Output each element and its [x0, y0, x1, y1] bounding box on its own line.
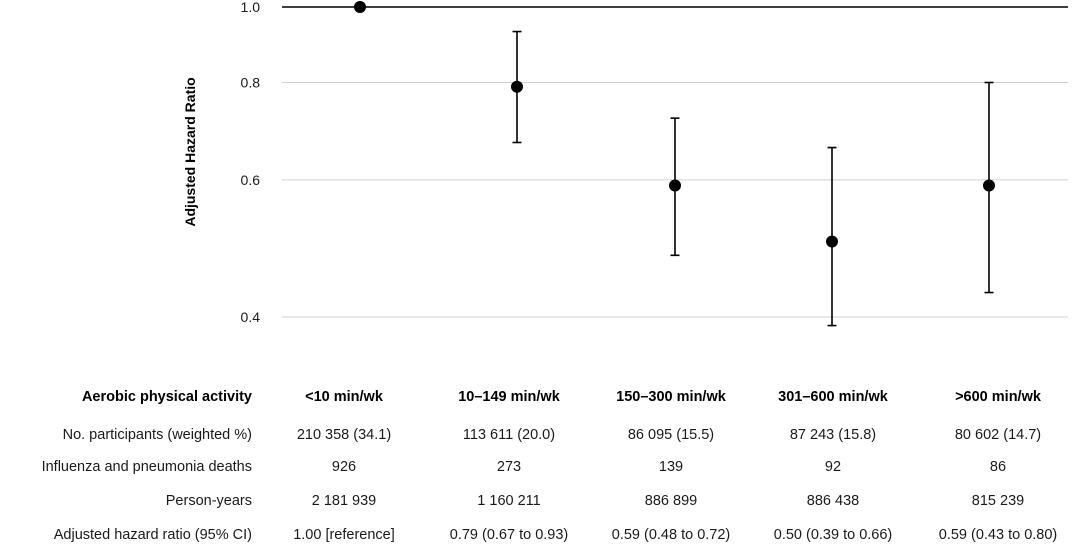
row-label: Influenza and pneumonia deaths: [41, 459, 252, 475]
table-header-row: Aerobic physical activity <10 min/wk 10–…: [0, 385, 1080, 409]
table-cell: 926: [331, 459, 357, 475]
table-cell: 87 243 (15.8): [789, 427, 877, 443]
table-cell: 886 438: [806, 493, 860, 509]
table-cell: 815 239: [971, 493, 1025, 509]
y-tick-label: 1.0: [241, 0, 261, 15]
table-row: No. participants (weighted %) 210 358 (3…: [0, 423, 1080, 447]
table-cell: 0.79 (0.67 to 0.93): [449, 527, 569, 543]
hr-point: [511, 80, 523, 93]
table-cell: 139: [658, 459, 684, 475]
table-cell: 210 358 (34.1): [296, 427, 392, 443]
row-label: No. participants (weighted %): [62, 427, 252, 443]
table-header-col: 10–149 min/wk: [458, 389, 560, 405]
table-header-col: 301–600 min/wk: [778, 389, 888, 405]
forest-plot: 1.0 0.8 0.6 0.4 Adjusted Hazard Ratio: [182, 0, 1068, 327]
y-tick-label: 0.6: [241, 172, 261, 188]
table-cell: 0.50 (0.39 to 0.66): [773, 527, 893, 543]
table-cell: 886 899: [644, 493, 698, 509]
table-header-col: 150–300 min/wk: [616, 389, 726, 405]
hr-point: [983, 179, 995, 192]
table-row: Influenza and pneumonia deaths 926 273 1…: [0, 455, 1080, 479]
table-cell: 113 611 (20.0): [462, 427, 556, 443]
y-tick-label: 0.4: [241, 309, 261, 325]
table-cell: 80 602 (14.7): [954, 427, 1042, 443]
row-label: Person-years: [165, 493, 252, 509]
y-tick-label: 0.8: [241, 74, 261, 90]
row-label: Adjusted hazard ratio (95% CI): [53, 527, 252, 543]
table-cell: 92: [824, 459, 842, 475]
table-row: Adjusted hazard ratio (95% CI) 1.00 [ref…: [0, 523, 1080, 547]
hr-point: [354, 1, 366, 13]
table-header-label: Aerobic physical activity: [81, 389, 252, 405]
table-cell: 0.59 (0.48 to 0.72): [611, 527, 731, 543]
table-cell: 1 160 211: [477, 493, 541, 509]
table-cell: 1.00 [reference]: [293, 527, 395, 543]
table-header-col: >600 min/wk: [955, 389, 1041, 405]
table-cell: 0.59 (0.43 to 0.80): [938, 527, 1058, 543]
table-cell: 86: [989, 459, 1007, 475]
y-axis-label: Adjusted Hazard Ratio: [182, 77, 198, 226]
table-header-col: <10 min/wk: [305, 389, 383, 405]
hr-point: [826, 235, 838, 248]
table-cell: 2 181 939: [311, 493, 377, 509]
table-cell: 86 095 (15.5): [627, 427, 715, 443]
table-row: Person-years 2 181 939 1 160 211 886 899…: [0, 489, 1080, 513]
hr-point: [669, 179, 681, 192]
table-cell: 273: [496, 459, 522, 475]
